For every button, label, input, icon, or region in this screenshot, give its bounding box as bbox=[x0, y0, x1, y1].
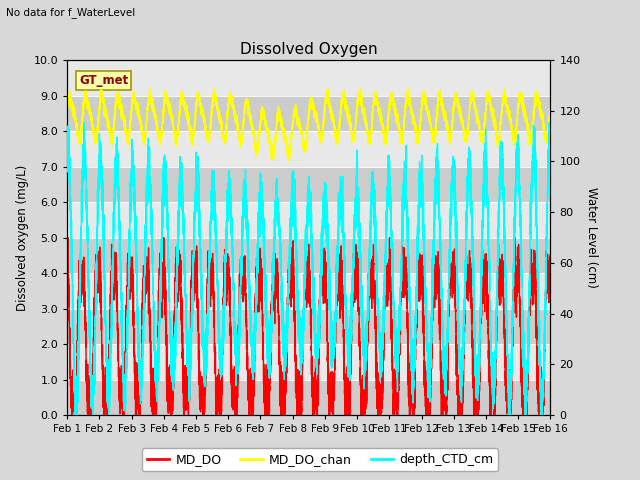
Bar bbox=[67, 167, 550, 202]
Bar bbox=[67, 60, 550, 96]
Bar bbox=[67, 273, 550, 309]
Text: GT_met: GT_met bbox=[79, 74, 129, 87]
Bar bbox=[67, 202, 550, 238]
Y-axis label: Water Level (cm): Water Level (cm) bbox=[585, 187, 598, 288]
Bar bbox=[67, 380, 550, 415]
Legend: MD_DO, MD_DO_chan, depth_CTD_cm: MD_DO, MD_DO_chan, depth_CTD_cm bbox=[141, 448, 499, 471]
Bar bbox=[67, 309, 550, 344]
Bar bbox=[67, 96, 550, 131]
Y-axis label: Dissolved oxygen (mg/L): Dissolved oxygen (mg/L) bbox=[17, 165, 29, 311]
Text: No data for f_WaterLevel: No data for f_WaterLevel bbox=[6, 7, 136, 18]
Title: Dissolved Oxygen: Dissolved Oxygen bbox=[240, 42, 378, 58]
Bar bbox=[67, 344, 550, 380]
Bar bbox=[67, 238, 550, 273]
Bar bbox=[67, 131, 550, 167]
